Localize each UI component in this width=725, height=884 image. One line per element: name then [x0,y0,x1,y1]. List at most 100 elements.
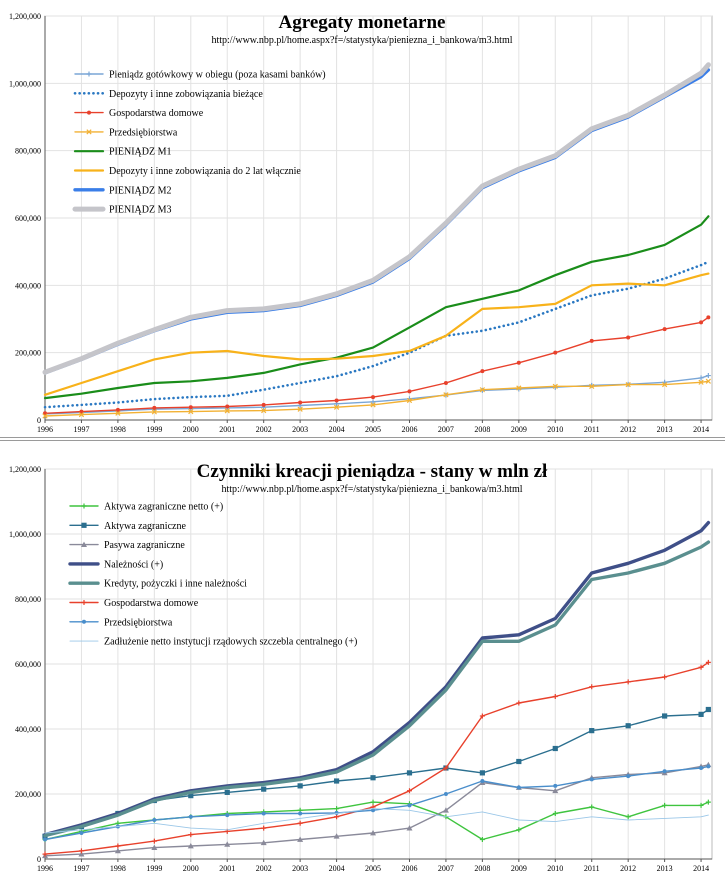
series-point-6 [406,788,412,794]
series-point-7 [626,774,631,779]
series-point-3 [443,380,448,385]
series-point-1 [370,399,376,405]
series-point-6 [698,664,704,670]
series-point-7 [662,769,667,774]
series-point-6 [151,838,157,844]
series-point-3 [224,841,231,847]
series-point-4 [151,409,157,415]
y-tick-label: 200,000 [15,349,41,358]
x-tick-label: 2008 [474,864,490,873]
series-line-7 [44,765,710,841]
y-tick-label: 0 [37,855,41,864]
series-point-7 [706,764,711,769]
y-tick-label: 400,000 [15,281,41,290]
series-line-8 [42,62,711,375]
series-point-6 [705,659,711,665]
x-tick-label: 2013 [657,864,673,873]
legend-label: Pieniądz gotówkowy w obiegu (poza kasami… [109,70,326,81]
series-line-2 [43,260,710,409]
series-point-7 [480,779,485,783]
legend-item: Depozyty i inne zobowiązania bieżące [73,89,263,100]
series-point-3 [79,409,84,414]
series-point-7 [79,831,84,835]
y-tick-label: 1,000,000 [9,79,41,88]
legend-label: PIENIĄDZ M3 [109,205,172,216]
series-point-3 [152,405,157,410]
legend-item: Pieniądz gotówkowy w obiegu (poza kasami… [74,70,326,81]
series-point-4 [625,382,631,388]
series-point-4 [698,379,704,385]
series-point-3 [407,389,412,394]
series-point-2 [552,745,558,752]
series-point-4 [78,411,85,418]
chart-svg-money-creation-factors: 0 200,000 400,000 600,000 800,000 1,000,000 1,… [9,461,713,873]
legend-item: Aktywa zagraniczne netto (+) [69,502,223,513]
x-tick-label: 1996 [37,425,53,434]
series-point-1 [370,799,376,805]
x-tick-label: 2011 [584,425,600,434]
series-point-4 [589,383,595,389]
x-tick-label: 2004 [329,864,345,873]
series-point-1 [705,799,711,805]
chart-plot-area: 0 200,000 400,000 600,000 800,000 1,000,000 1,… [9,12,713,434]
x-tick-label: 2003 [292,425,308,434]
y-tick-label: 600,000 [15,214,41,223]
series-point-4 [224,408,230,414]
series-point-1 [334,806,340,812]
series-point-6 [297,820,303,826]
legend-label: Depozyty i inne zobowiązania do 2 lat wł… [109,166,301,177]
series-point-2 [297,783,303,789]
x-tick-label: 2002 [256,425,272,434]
series-point-4 [661,382,668,388]
series-point-4 [115,410,121,416]
x-tick-label: 2010 [547,425,563,434]
series-point-4 [406,397,413,404]
legend-label: Przedsiębiorstwa [104,617,173,628]
series-point-7 [43,837,47,842]
series-point-2 [406,770,413,776]
series-point-3 [552,787,559,794]
series-point-7 [298,811,303,816]
series-point-6 [115,843,121,849]
x-tick-label: 2000 [183,864,199,873]
series-point-3 [442,807,449,813]
series-point-7 [699,766,704,770]
legend-label: Należności (+) [104,559,163,570]
x-tick-label: 2013 [657,425,673,434]
series-point-1 [705,373,711,379]
legend-label: Kredyty, pożyczki i inne należności [104,579,247,590]
chart-subtitle: http://www.nbp.pl/home.aspx?f=/statystyk… [211,35,512,46]
series-point-2 [333,778,340,784]
x-tick-label: 2004 [329,425,345,434]
series-point-7 [225,813,230,818]
series-point-6 [662,674,668,680]
series-point-6 [443,765,449,771]
series-point-3 [260,839,267,846]
series-point-3 [187,843,194,849]
series-point-6 [589,684,595,690]
legend-item: Zadłużenie netto instytucji rządowych sz… [69,637,357,648]
series-point-2 [625,723,631,729]
series-point-2 [662,713,668,719]
legend-label: Gospodarstwa domowe [109,108,204,119]
series-point-3 [662,327,667,332]
series-point-3 [370,830,377,836]
series-point-2 [370,775,376,781]
x-tick-label: 2007 [438,425,454,434]
legend-marker [86,129,92,135]
series-point-4 [552,383,558,389]
x-tick-label: 2008 [474,425,490,434]
series-point-7 [407,803,412,808]
series-point-7 [152,818,157,822]
x-tick-label: 2006 [401,425,417,434]
series-point-2 [479,770,485,776]
series-point-3 [699,320,704,325]
legend-marker [81,522,87,528]
legend-item: Depozyty i inne zobowiązania do 2 lat wł… [73,166,301,177]
series-point-7 [188,814,193,819]
series-point-7 [589,777,594,782]
x-tick-label: 2010 [547,864,563,873]
series-point-1 [625,814,631,820]
y-tick-label: 800,000 [15,147,41,156]
x-tick-label: 2005 [365,864,381,873]
